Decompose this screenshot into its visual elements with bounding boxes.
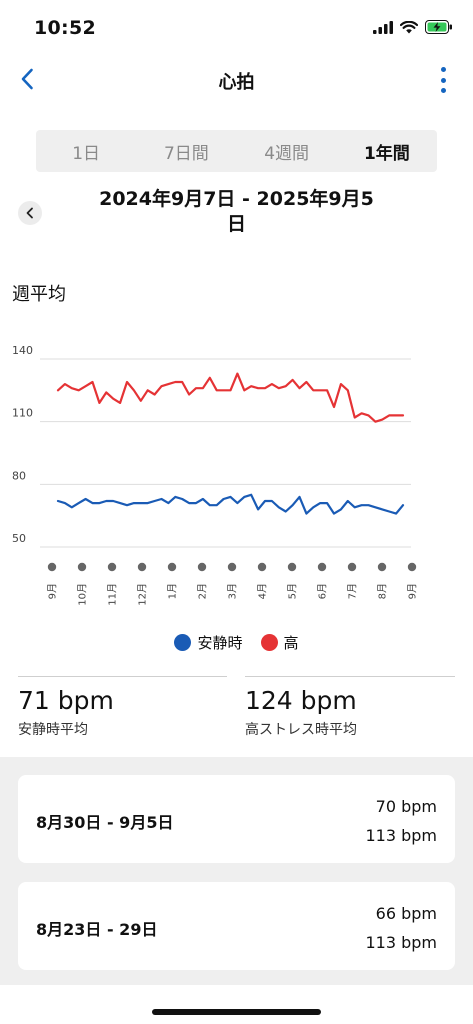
week-high-value: 113 bpm	[365, 826, 437, 845]
x-tick-label: 9月	[407, 583, 419, 599]
legend-dot-high	[260, 634, 278, 651]
x-tick-dot	[377, 562, 387, 572]
status-icons	[373, 20, 453, 34]
weekly-list: 8月30日 - 9月5日 70 bpm 113 bpm 8月23日 - 29日 …	[0, 757, 473, 985]
legend-label-resting: 安静時	[197, 634, 243, 652]
nav-bar: 心拍	[0, 56, 473, 104]
home-indicator[interactable]	[152, 1009, 321, 1015]
x-tick-dot	[317, 562, 327, 572]
resting-average-label: 安静時平均	[18, 722, 88, 738]
tab-7-days[interactable]: 7日間	[163, 143, 209, 164]
x-tick-label: 11月	[107, 583, 119, 606]
status-time: 10:52	[34, 17, 96, 39]
x-tick-label: 4月	[257, 583, 269, 599]
tab-4-weeks[interactable]: 4週間	[264, 143, 310, 164]
more-options-button[interactable]	[437, 67, 449, 93]
section-title: 週平均	[12, 284, 66, 305]
week-range: 8月23日 - 29日	[36, 920, 158, 939]
chart-legend: 安静時 高	[0, 632, 473, 653]
page-title: 心拍	[218, 72, 255, 93]
resting-average-stat: 71 bpm 安静時平均	[18, 676, 227, 739]
x-tick-label: 7月	[347, 583, 359, 599]
more-dot-icon	[440, 88, 446, 93]
x-tick-dot	[137, 562, 147, 572]
date-navigation: 2024年9月7日 - 2025年9月5 日	[0, 180, 473, 244]
x-tick-label: 6月	[317, 583, 329, 599]
legend-item-high[interactable]: 高	[260, 632, 299, 653]
tab-1-year[interactable]: 1年間	[363, 143, 410, 164]
x-tick-dot	[167, 562, 177, 572]
period-tabs: 1日 7日間 4週間 1年間	[36, 130, 437, 172]
date-range-line-1: 2024年9月7日 - 2025年9月5	[99, 188, 374, 210]
week-high-value: 113 bpm	[365, 933, 437, 952]
y-tick-label: 110	[12, 407, 33, 420]
x-tick-dot	[347, 562, 357, 572]
date-range: 2024年9月7日 - 2025年9月5 日	[80, 187, 393, 237]
date-range-line-2: 日	[226, 213, 246, 235]
week-resting-value: 70 bpm	[375, 797, 437, 816]
x-tick-dot	[107, 562, 117, 572]
status-bar: 10:52	[0, 0, 473, 56]
x-tick-label: 2月	[197, 583, 209, 599]
week-card[interactable]: 8月30日 - 9月5日 70 bpm 113 bpm	[18, 775, 455, 863]
week-resting-value: 66 bpm	[375, 904, 437, 923]
wifi-icon	[400, 20, 418, 33]
tab-1-day[interactable]: 1日	[72, 143, 101, 164]
legend-dot-resting	[174, 634, 192, 651]
x-tick-label: 8月	[377, 583, 389, 599]
legend-item-resting[interactable]: 安静時	[174, 632, 243, 653]
more-dot-icon	[440, 77, 446, 83]
week-range: 8月30日 - 9月5日	[36, 813, 174, 832]
x-tick-label: 5月	[287, 583, 299, 599]
x-tick-dot	[257, 562, 267, 572]
legend-label-high: 高	[283, 634, 299, 652]
resting-series-line	[56, 493, 405, 515]
battery-charging-icon	[425, 20, 452, 34]
x-tick-label: 3月	[227, 583, 239, 599]
chevron-left-icon	[21, 68, 33, 90]
x-tick-dot	[287, 562, 297, 572]
x-tick-label: 1月	[167, 583, 179, 599]
high-stress-average-value: 124 bpm	[245, 686, 357, 715]
week-values: 66 bpm 113 bpm	[365, 899, 437, 957]
high-stress-average-stat: 124 bpm 高ストレス時平均	[245, 676, 455, 739]
chevron-left-icon	[26, 207, 33, 219]
signal-icon	[373, 20, 393, 34]
week-values: 70 bpm 113 bpm	[365, 792, 437, 850]
more-dot-icon	[440, 67, 446, 72]
heart-rate-chart: 140 110 80 50 9月 10月 11月 12月 1月 2月 3月 4月 5月 6月 7月 8月 9月	[12, 344, 419, 606]
x-tick-dot	[197, 562, 207, 572]
resting-average-value: 71 bpm	[18, 686, 114, 715]
x-tick-dot	[227, 562, 237, 572]
y-tick-label: 140	[12, 344, 33, 357]
previous-period-button[interactable]	[18, 201, 42, 225]
x-tick-label: 10月	[77, 583, 89, 606]
x-tick-dot	[407, 562, 417, 572]
back-button[interactable]	[14, 64, 40, 94]
y-tick-label: 80	[12, 469, 26, 482]
x-tick-dot	[77, 562, 87, 572]
high-stress-average-label: 高ストレス時平均	[245, 722, 357, 738]
x-tick-label: 12月	[137, 583, 149, 606]
high-series-line	[56, 372, 405, 423]
y-tick-label: 50	[12, 532, 26, 545]
week-card[interactable]: 8月23日 - 29日 66 bpm 113 bpm	[18, 882, 455, 970]
x-tick-label: 9月	[47, 583, 59, 599]
x-tick-dot	[47, 562, 57, 572]
